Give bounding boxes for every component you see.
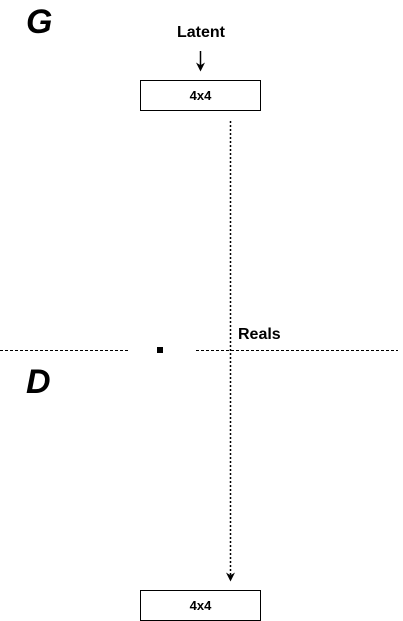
generator-section: G Latent 4x4 — [26, 3, 261, 111]
discriminator-block-4x4 — [140, 590, 261, 621]
section-divider — [0, 347, 398, 353]
discriminator-letter: D — [26, 363, 51, 401]
generator-block-label: 4x4 — [190, 88, 212, 103]
latent-label: Latent — [177, 24, 226, 41]
generator-block-4x4 — [140, 80, 261, 111]
discriminator-block-label: 4x4 — [190, 598, 212, 613]
discriminator-section: Reals D 4x4 — [26, 326, 281, 621]
divider-marker — [157, 347, 163, 353]
generator-letter: G — [26, 3, 52, 41]
reals-label: Reals — [238, 326, 281, 343]
